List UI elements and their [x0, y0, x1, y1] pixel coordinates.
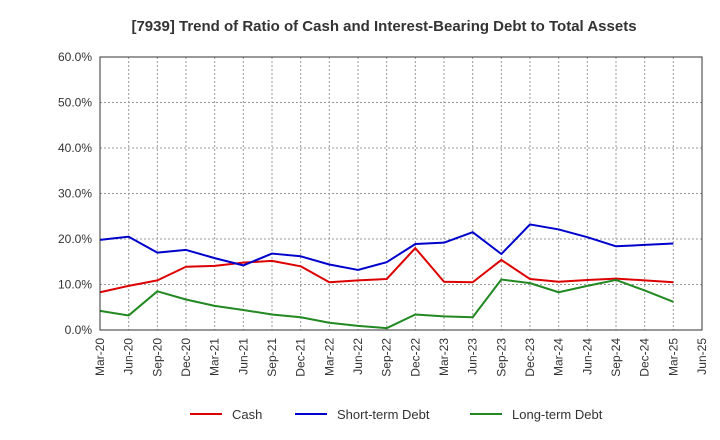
series-lines — [99, 223, 674, 330]
y-tick-label: 20.0% — [58, 232, 92, 246]
x-tick-label: Dec-23 — [523, 338, 537, 377]
x-tick-label: Jun-25 — [695, 338, 709, 375]
x-tick-label: Mar-21 — [208, 338, 222, 376]
y-tick-label: 50.0% — [58, 96, 92, 110]
x-tick-label: Jun-23 — [466, 338, 480, 375]
y-tick-label: 40.0% — [58, 141, 92, 155]
x-tick-label: Jun-24 — [580, 338, 594, 375]
legend: Cash Short-term Debt Long-term Debt — [190, 407, 603, 422]
y-axis: 0.0% 10.0% 20.0% 30.0% 40.0% 50.0% 60.0% — [58, 50, 92, 337]
y-tick-label: 0.0% — [65, 323, 93, 337]
y-tick-label: 60.0% — [58, 50, 92, 64]
y-tick-label: 30.0% — [58, 187, 92, 201]
x-tick-label: Dec-22 — [408, 338, 422, 377]
legend-label-long-term-debt: Long-term Debt — [512, 407, 603, 422]
x-tick-label: Mar-22 — [322, 338, 336, 376]
x-tick-label: Jun-22 — [351, 338, 365, 375]
plot-border — [99, 56, 703, 331]
y-tick-label: 10.0% — [58, 278, 92, 292]
series-line-cash — [99, 247, 674, 294]
x-tick-label: Dec-21 — [294, 338, 308, 377]
x-tick-label: Dec-24 — [638, 338, 652, 377]
x-tick-label: Mar-25 — [666, 338, 680, 376]
x-tick-label: Sep-23 — [494, 338, 508, 377]
x-tick-label: Dec-20 — [179, 338, 193, 377]
grid — [100, 57, 702, 330]
x-tick-label: Sep-24 — [609, 338, 623, 377]
series-line-long-term-debt — [99, 278, 674, 330]
x-tick-label: Sep-22 — [380, 338, 394, 377]
x-tick-label: Mar-24 — [552, 338, 566, 376]
x-tick-label: Jun-20 — [122, 338, 136, 375]
x-tick-label: Jun-21 — [236, 338, 250, 375]
series-line-short-term-debt — [99, 223, 674, 271]
x-tick-label: Sep-21 — [265, 338, 279, 377]
legend-label-short-term-debt: Short-term Debt — [337, 407, 430, 422]
x-axis: Mar-20 Jun-20 Sep-20 Dec-20 Mar-21 Jun-21 Sep-… — [93, 338, 709, 377]
x-tick-label: Mar-23 — [437, 338, 451, 376]
x-tick-label: Mar-20 — [93, 338, 107, 376]
x-tick-label: Sep-20 — [150, 338, 164, 377]
legend-label-cash: Cash — [232, 407, 262, 422]
chart-title: [7939] Trend of Ratio of Cash and Intere… — [131, 18, 636, 35]
